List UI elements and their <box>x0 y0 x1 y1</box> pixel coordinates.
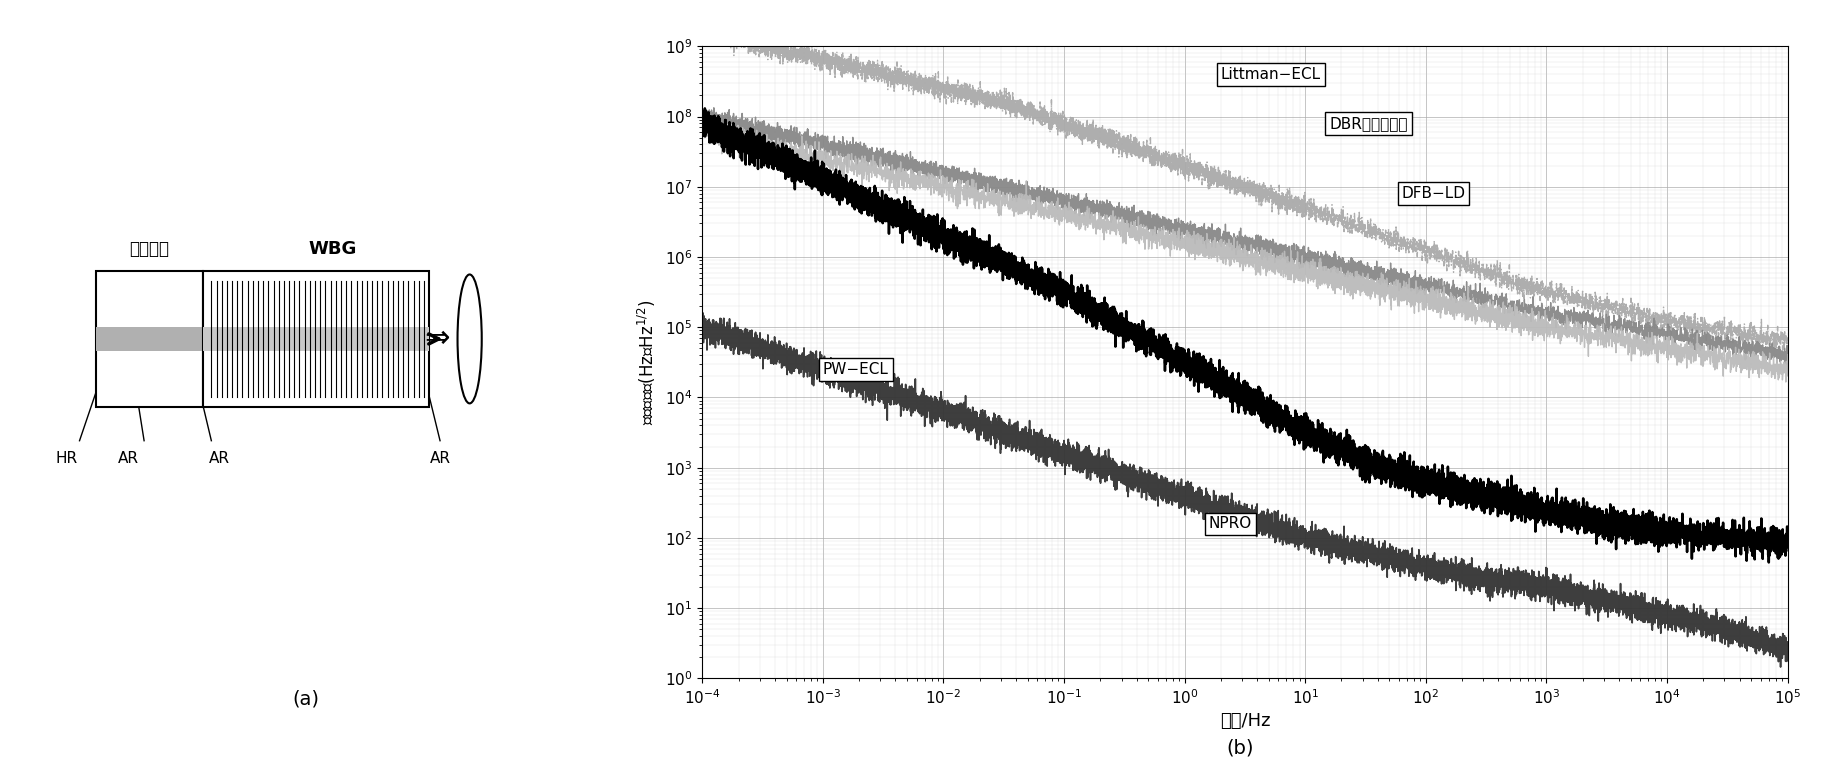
Ellipse shape <box>458 274 481 403</box>
Text: WBG: WBG <box>308 240 357 258</box>
Text: 增益芯片: 增益芯片 <box>129 240 170 258</box>
Text: AR: AR <box>210 451 230 466</box>
Text: AR: AR <box>117 451 139 466</box>
X-axis label: 频率/Hz: 频率/Hz <box>1220 712 1269 730</box>
Text: DFB−LD: DFB−LD <box>1400 187 1466 201</box>
Bar <box>202 327 428 351</box>
Y-axis label: 频率噪声／(Hz／$\mathrm{Hz}^{1/2}$): 频率噪声／(Hz／$\mathrm{Hz}^{1/2}$) <box>636 300 658 425</box>
Text: Littman−ECL: Littman−ECL <box>1220 67 1320 82</box>
Text: ⇒: ⇒ <box>425 325 450 353</box>
Bar <box>95 271 202 407</box>
Text: AR: AR <box>428 451 450 466</box>
Text: (a): (a) <box>292 689 319 708</box>
Text: DBR光纤激光器: DBR光纤激光器 <box>1329 116 1407 131</box>
Bar <box>95 327 202 351</box>
Bar <box>202 271 428 407</box>
Text: NPRO: NPRO <box>1209 517 1251 531</box>
Text: HR: HR <box>55 451 77 466</box>
Text: (b): (b) <box>1225 739 1254 757</box>
Text: PW−ECL: PW−ECL <box>822 362 888 377</box>
